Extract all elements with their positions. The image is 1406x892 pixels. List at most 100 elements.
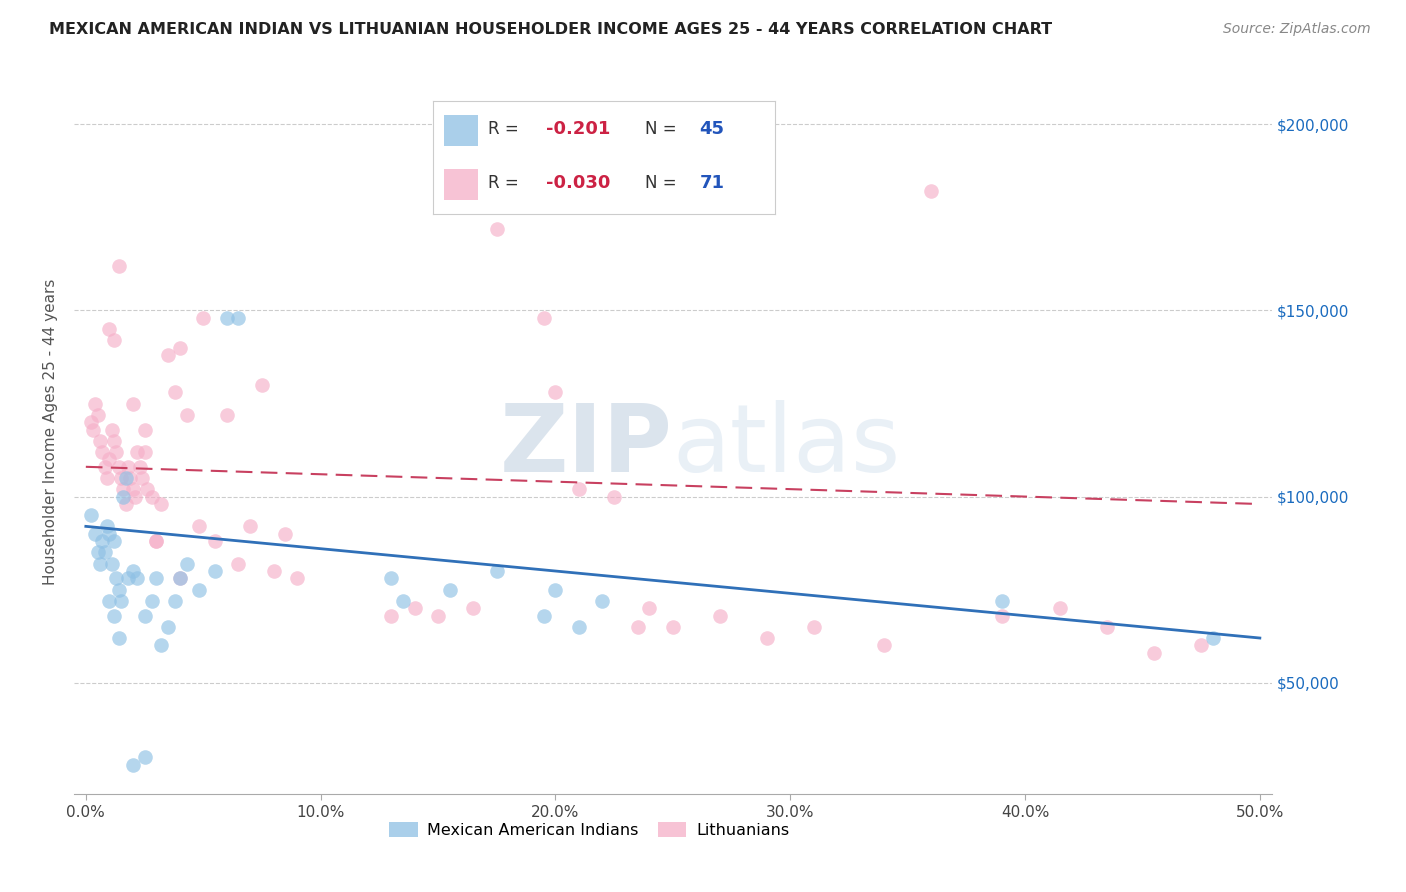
Point — [105, 572, 128, 586]
Point — [96, 471, 118, 485]
Legend: Mexican American Indians, Lithuanians: Mexican American Indians, Lithuanians — [382, 815, 796, 845]
Point — [391, 594, 413, 608]
Point — [103, 608, 125, 623]
Point — [156, 348, 179, 362]
Point — [533, 608, 555, 623]
Point — [591, 594, 613, 608]
Point — [169, 572, 191, 586]
Point — [100, 423, 122, 437]
Point — [533, 310, 555, 325]
Point — [86, 545, 108, 559]
Point — [263, 564, 285, 578]
Point — [91, 534, 114, 549]
Point — [463, 601, 485, 615]
Point — [134, 750, 156, 764]
Point — [755, 631, 778, 645]
Point — [169, 572, 191, 586]
Point — [603, 490, 626, 504]
Point — [103, 534, 125, 549]
Point — [149, 639, 172, 653]
Point — [121, 482, 143, 496]
Point — [84, 526, 107, 541]
Point — [86, 408, 108, 422]
Point — [105, 445, 128, 459]
Point — [204, 534, 226, 549]
Point — [117, 459, 139, 474]
Point — [131, 471, 153, 485]
Point — [1049, 601, 1071, 615]
Point — [169, 341, 191, 355]
Point — [114, 497, 136, 511]
Text: Source: ZipAtlas.com: Source: ZipAtlas.com — [1223, 22, 1371, 37]
Point — [485, 221, 508, 235]
Point — [285, 572, 308, 586]
Point — [920, 185, 942, 199]
Point — [568, 482, 591, 496]
Point — [193, 310, 215, 325]
Point — [1095, 620, 1118, 634]
Point — [1189, 639, 1212, 653]
Point — [145, 534, 167, 549]
Point — [96, 519, 118, 533]
Point — [145, 572, 167, 586]
Point — [93, 545, 115, 559]
Point — [250, 378, 273, 392]
Point — [145, 534, 167, 549]
Text: ZIP: ZIP — [501, 400, 673, 492]
Point — [79, 415, 101, 429]
Point — [117, 572, 139, 586]
Point — [127, 572, 149, 586]
Point — [79, 508, 101, 523]
Point — [121, 396, 143, 410]
Point — [98, 322, 121, 336]
Point — [626, 620, 648, 634]
Point — [107, 582, 129, 597]
Point — [990, 594, 1012, 608]
Point — [107, 459, 129, 474]
Y-axis label: Householder Income Ages 25 - 44 years: Householder Income Ages 25 - 44 years — [44, 278, 58, 584]
Point — [107, 259, 129, 273]
Point — [141, 490, 163, 504]
Point — [112, 482, 135, 496]
Point — [107, 631, 129, 645]
Point — [990, 608, 1012, 623]
Point — [274, 526, 297, 541]
Point — [141, 594, 163, 608]
Point — [380, 572, 402, 586]
Point — [134, 445, 156, 459]
Point — [1143, 646, 1166, 660]
Point — [187, 519, 209, 533]
Point — [100, 557, 122, 571]
Point — [124, 490, 146, 504]
Point — [1202, 631, 1225, 645]
Point — [156, 620, 179, 634]
Point — [544, 385, 567, 400]
Point — [134, 608, 156, 623]
Point — [380, 608, 402, 623]
Point — [228, 557, 250, 571]
Point — [638, 601, 661, 615]
Point — [165, 385, 187, 400]
Point — [103, 333, 125, 347]
Point — [662, 620, 685, 634]
Point — [404, 601, 426, 615]
Point — [215, 408, 238, 422]
Point — [187, 582, 209, 597]
Point — [121, 564, 143, 578]
Point — [98, 594, 121, 608]
Point — [89, 557, 111, 571]
Point — [98, 526, 121, 541]
Text: atlas: atlas — [673, 400, 901, 492]
Point — [439, 582, 461, 597]
Point — [485, 564, 508, 578]
Point — [544, 582, 567, 597]
Point — [427, 608, 450, 623]
Text: MEXICAN AMERICAN INDIAN VS LITHUANIAN HOUSEHOLDER INCOME AGES 25 - 44 YEARS CORR: MEXICAN AMERICAN INDIAN VS LITHUANIAN HO… — [49, 22, 1052, 37]
Point — [239, 519, 262, 533]
Point — [709, 608, 731, 623]
Point — [110, 594, 132, 608]
Point — [98, 452, 121, 467]
Point — [176, 557, 198, 571]
Point — [103, 434, 125, 448]
Point — [204, 564, 226, 578]
